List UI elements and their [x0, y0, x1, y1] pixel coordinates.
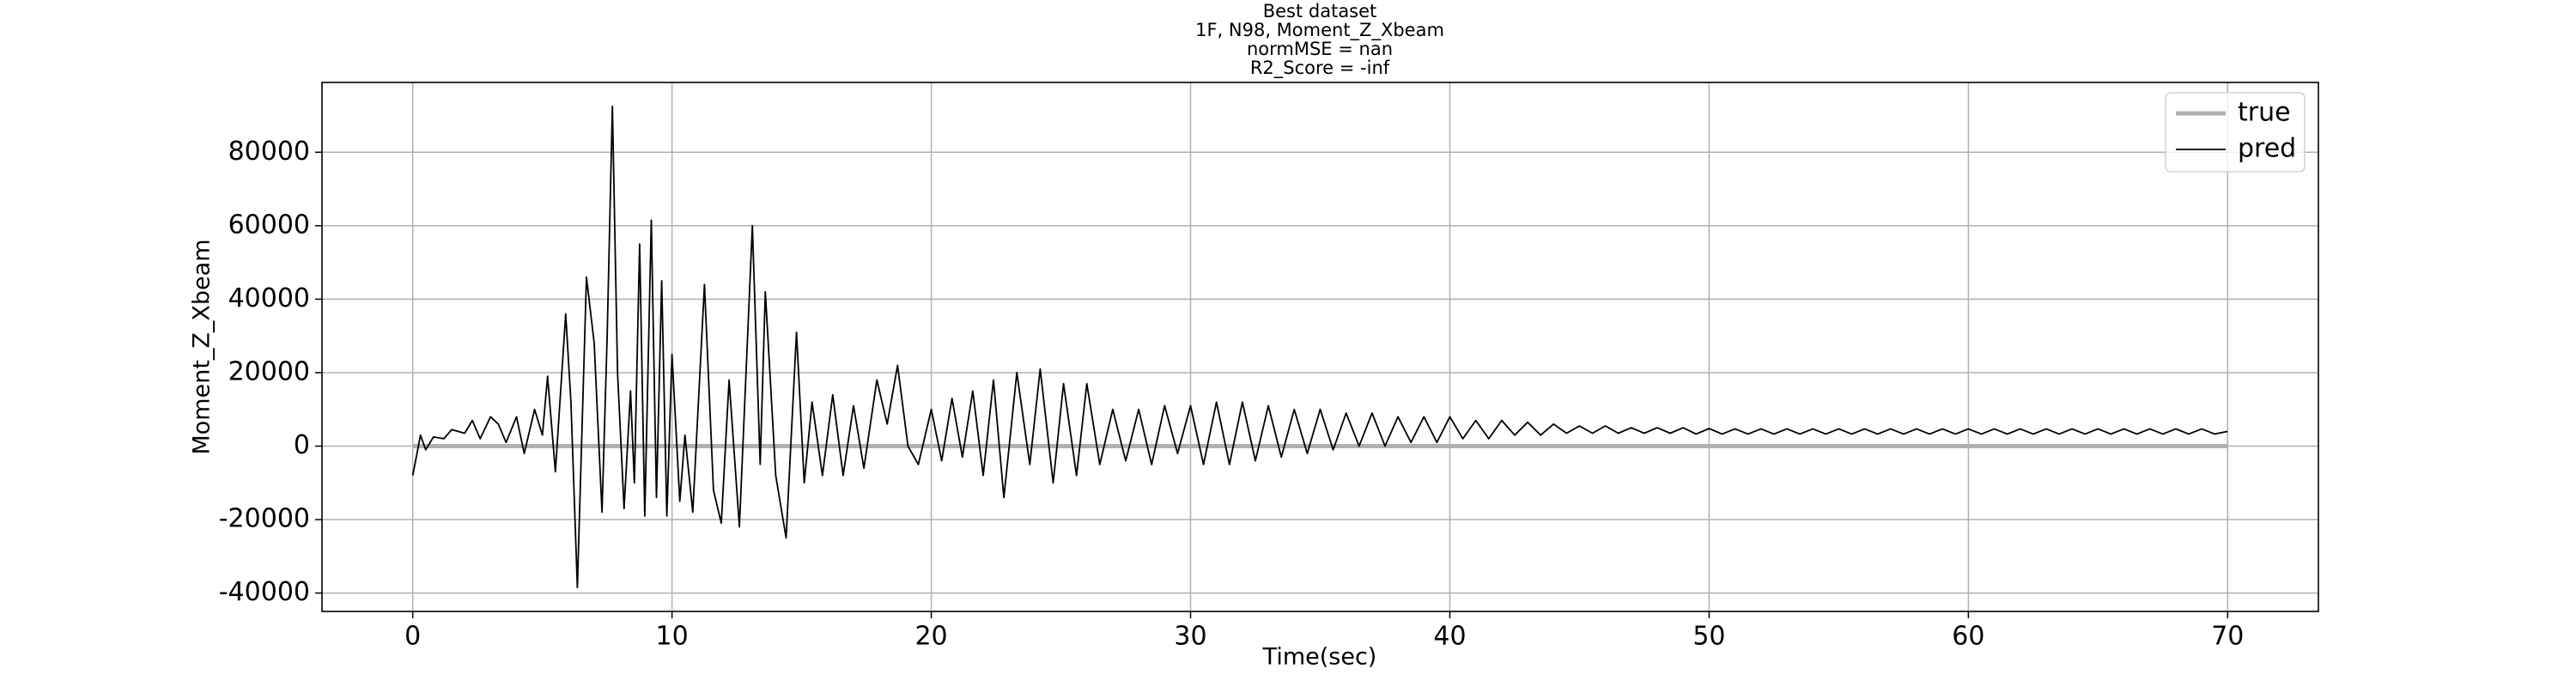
legend-label: pred	[2238, 134, 2296, 164]
series-line	[411, 105, 2228, 589]
x-tick-label: 20	[914, 622, 947, 652]
x-tick-label: 70	[2211, 622, 2244, 652]
y-tick-label: 80000	[228, 137, 310, 167]
y-tick-label: -20000	[219, 504, 310, 534]
x-tick-label: 30	[1174, 622, 1206, 652]
x-axis-label: Time(sec)	[1262, 644, 1377, 671]
title-line: Best dataset	[1263, 1, 1377, 21]
y-tick-label: -40000	[219, 577, 310, 607]
x-tick-label: 50	[1692, 622, 1725, 652]
plot-frame	[321, 82, 2319, 612]
title-line: 1F, N98, Moment_Z_Xbeam	[1195, 20, 1444, 41]
x-tick-label: 60	[1952, 622, 1984, 652]
title-line: R2_Score = -inf	[1250, 58, 1390, 79]
y-tick-label: 40000	[228, 283, 310, 313]
legend-label: true	[2238, 98, 2291, 128]
y-tick-label: 60000	[228, 210, 310, 240]
x-tick-label: 10	[656, 622, 689, 652]
title-line: normMSE = nan	[1247, 39, 1393, 59]
y-tick-label: 20000	[228, 356, 310, 386]
x-tick-label: 40	[1433, 622, 1466, 652]
y-tick-label: 0	[294, 430, 310, 460]
x-tick-label: 0	[404, 622, 421, 652]
y-axis-label: Moment_Z_Xbeam	[189, 239, 216, 454]
